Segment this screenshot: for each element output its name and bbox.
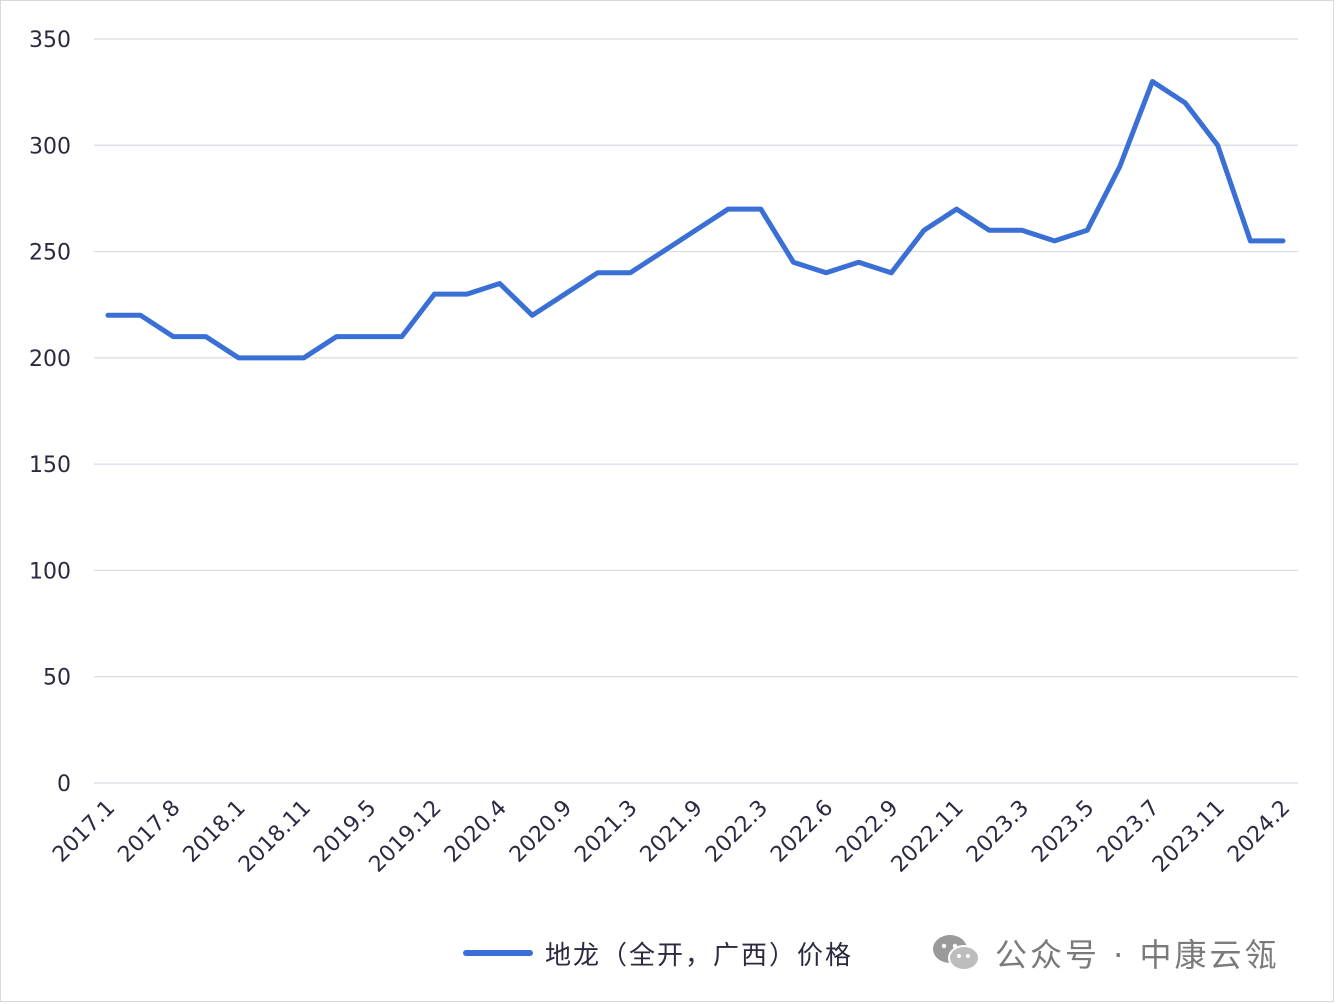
data-point (236, 355, 241, 360)
x-tick-label: 2020.9 (505, 796, 577, 868)
data-point (693, 228, 698, 233)
x-tick-label: 2022.11 (887, 796, 969, 878)
y-tick-label: 250 (29, 241, 71, 266)
data-point (1019, 228, 1024, 233)
data-point (921, 228, 926, 233)
y-tick-label: 0 (57, 772, 71, 797)
data-point (562, 292, 567, 297)
data-point (465, 292, 470, 297)
series-layer (105, 79, 1286, 361)
data-point (889, 270, 894, 275)
x-tick-label: 2017.8 (113, 796, 185, 868)
data-point (138, 313, 143, 318)
data-point (1117, 164, 1122, 169)
x-tick-label: 2023.11 (1148, 796, 1230, 878)
x-tick-label: 2021.3 (570, 796, 642, 868)
x-tick-label: 2018.11 (234, 796, 316, 878)
data-point (1183, 100, 1188, 105)
data-point (269, 355, 274, 360)
data-point (1248, 238, 1253, 243)
data-point (1150, 79, 1155, 84)
y-tick-label: 350 (29, 28, 71, 53)
x-tick-label: 2019.12 (365, 796, 447, 878)
data-point (1052, 238, 1057, 243)
x-tick-label: 2022.6 (766, 796, 838, 868)
data-point (628, 270, 633, 275)
data-point (758, 207, 763, 212)
watermark: 公众号 · 中康云瓴 (931, 929, 1280, 977)
y-tick-label: 300 (29, 134, 71, 159)
data-point (367, 334, 372, 339)
wechat-icon (933, 935, 980, 971)
y-tick-label: 50 (43, 666, 71, 691)
watermark-text: 公众号 · 中康云瓴 (995, 936, 1280, 974)
data-point (530, 313, 535, 318)
y-tick-label: 200 (29, 347, 71, 372)
x-tick-label: 2020.4 (440, 796, 512, 868)
data-point (1085, 228, 1090, 233)
data-point (987, 228, 992, 233)
x-axis-ticks: 2017.12017.82018.12018.112019.52019.1220… (48, 796, 1295, 878)
x-tick-label: 2017.1 (48, 796, 120, 868)
grid-lines (94, 38, 1298, 784)
data-point (824, 270, 829, 275)
data-point (301, 355, 306, 360)
data-point (171, 334, 176, 339)
series-line (105, 79, 1286, 361)
data-point (399, 334, 404, 339)
data-point (660, 249, 665, 254)
x-tick-label: 2023.3 (962, 796, 1034, 868)
data-point (856, 260, 861, 265)
x-tick-label: 2023.5 (1027, 796, 1099, 868)
data-point (334, 334, 339, 339)
data-point (106, 313, 110, 318)
legend-label: 地龙（全开，广西）价格 (545, 940, 854, 971)
y-tick-label: 150 (29, 453, 71, 478)
data-point (791, 260, 796, 265)
data-point (1215, 143, 1220, 148)
x-tick-label: 2024.2 (1223, 796, 1295, 868)
data-point (726, 207, 731, 212)
x-tick-label: 2021.9 (636, 796, 708, 868)
legend: 地龙（全开，广西）价格 (463, 931, 853, 975)
data-point (432, 292, 437, 297)
y-tick-label: 100 (29, 559, 71, 584)
y-axis-ticks: 0 50 100 150 200 250 300 350 (29, 28, 71, 797)
data-point (497, 281, 502, 286)
data-point (954, 207, 959, 212)
data-point (1281, 238, 1285, 243)
legend-swatch (463, 950, 533, 956)
data-point (203, 334, 208, 339)
x-tick-label: 2022.3 (701, 796, 773, 868)
data-point (595, 270, 600, 275)
